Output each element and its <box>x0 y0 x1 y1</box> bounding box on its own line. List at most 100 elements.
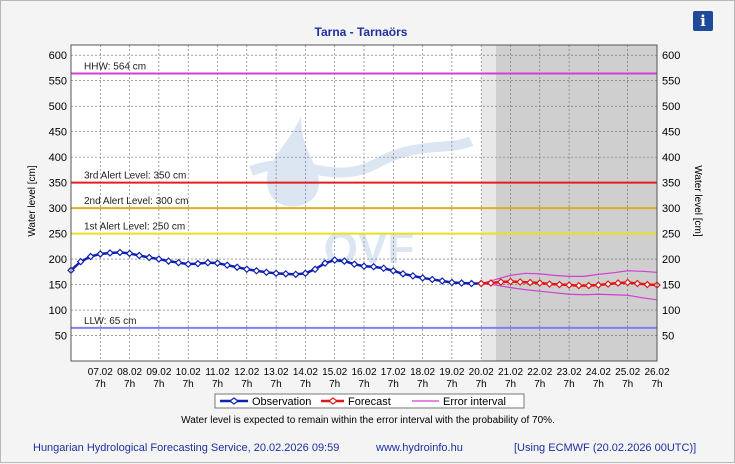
observation-point <box>145 253 154 262</box>
footer-service-text: Hungarian Hydrological Forecasting Servi… <box>33 442 340 454</box>
y-tick-label-left: 600 <box>49 50 67 62</box>
observation-point <box>233 263 241 272</box>
observation-point <box>135 251 144 260</box>
observation-point <box>389 266 398 275</box>
x-tick-label-hour: 7h <box>358 379 369 390</box>
forecast-point <box>516 278 525 286</box>
y-tick-label-left: 100 <box>49 305 67 317</box>
observation-point <box>281 269 290 278</box>
observation-point <box>272 269 280 278</box>
observation-point <box>418 274 427 282</box>
y-tick-label-right: 250 <box>662 229 680 241</box>
observation-point <box>203 258 212 267</box>
x-tick-label-hour: 7h <box>651 379 662 390</box>
y-tick-label-right: 150 <box>662 280 680 292</box>
forecast-point <box>604 280 612 288</box>
x-tick-label-hour: 7h <box>622 379 633 390</box>
forecast-point <box>584 281 593 290</box>
y-tick-label-right: 600 <box>662 50 680 62</box>
forecast-band <box>495 45 657 361</box>
observation-point <box>379 264 388 273</box>
x-tick-label-date: 26.02 <box>644 367 669 378</box>
x-tick-label-date: 17.02 <box>381 367 406 378</box>
x-tick-label-hour: 7h <box>95 379 106 390</box>
observation-point <box>457 279 466 287</box>
y-tick-label-left: 300 <box>49 203 67 215</box>
forecast-point <box>633 279 642 288</box>
x-tick-label-hour: 7h <box>271 379 282 390</box>
observation-point <box>184 260 193 269</box>
x-tick-label-date: 24.02 <box>586 367 611 378</box>
chart-title: Tarna - Tarnaörs <box>315 25 408 39</box>
legend-label-observation: Observation <box>252 396 311 408</box>
x-tick-label-hour: 7h <box>241 379 252 390</box>
observation-point <box>438 277 447 285</box>
observation-point <box>262 268 271 277</box>
x-tick-label-date: 22.02 <box>527 367 552 378</box>
x-tick-label-hour: 7h <box>446 379 457 390</box>
x-tick-label-hour: 7h <box>300 379 311 390</box>
forecast-point <box>594 281 603 289</box>
y-tick-label-right: 400 <box>662 152 680 164</box>
observation-point <box>194 259 202 268</box>
forecast-point <box>506 277 515 286</box>
observation-point <box>340 257 349 265</box>
observation-point <box>360 262 368 271</box>
observation-point <box>350 260 359 269</box>
x-tick-label-hour: 7h <box>183 379 194 390</box>
observation-point <box>311 265 319 274</box>
y-tick-label-left: 400 <box>49 152 67 164</box>
threshold-label: HHW: 564 cm <box>84 62 146 73</box>
x-tick-label-hour: 7h <box>388 379 399 390</box>
info-icon[interactable]: i <box>693 11 713 31</box>
observation-point <box>399 269 407 278</box>
x-tick-label-hour: 7h <box>153 379 164 390</box>
y-tick-label-right: 450 <box>662 127 680 139</box>
forecast-point <box>535 279 544 287</box>
threshold-label: 1st Alert Level: 250 cm <box>84 222 185 233</box>
watermark-wave <box>249 136 474 178</box>
x-tick-label-date: 23.02 <box>557 367 582 378</box>
legend: Observation Forecast Error interval <box>214 393 525 409</box>
observation-point <box>330 256 339 264</box>
x-tick-label-date: 19.02 <box>439 367 464 378</box>
x-tick-label-date: 12.02 <box>234 367 259 378</box>
x-tick-label-date: 18.02 <box>410 367 435 378</box>
observation-point <box>223 261 232 270</box>
x-tick-label-date: 11.02 <box>205 367 230 378</box>
threshold-label: 3rd Alert Level: 350 cm <box>84 171 186 182</box>
legend-error-interval: Error interval <box>412 396 506 408</box>
y-tick-label-left: 200 <box>49 254 67 266</box>
x-tick-label-hour: 7h <box>593 379 604 390</box>
x-tick-label-date: 13.02 <box>264 367 289 378</box>
y-tick-label-left: 450 <box>49 127 67 139</box>
footer-model-text: [Using ECMWF (20.02.2026 00UTC)] <box>514 442 697 454</box>
legend-forecast: Forecast <box>321 396 391 408</box>
observation-point <box>116 248 124 257</box>
observation-point <box>213 259 222 267</box>
y-tick-label-right: 300 <box>662 203 680 215</box>
plot-area: OVF 50 50 100 100 150 150 200 200 250 250 300 300 350… <box>49 44 680 390</box>
y-tick-label-left: 50 <box>55 331 67 343</box>
y-tick-label-right: 550 <box>662 76 680 88</box>
x-tick-label-date: 25.02 <box>615 367 640 378</box>
x-tick-label-hour: 7h <box>212 379 223 390</box>
observation-point <box>448 278 456 287</box>
observation-point <box>86 252 95 261</box>
y-tick-label-left: 150 <box>49 280 67 292</box>
x-tick-label-date: 10.02 <box>176 367 201 378</box>
footer-url[interactable]: www.hydroinfo.hu <box>376 442 463 454</box>
observation-point <box>409 272 417 280</box>
y-axis-label-right: Water level [cm] <box>692 165 703 237</box>
plot-border <box>70 44 658 362</box>
y-tick-label-left: 500 <box>49 101 67 113</box>
forecast-point <box>496 278 505 286</box>
x-tick-label-hour: 7h <box>329 379 340 390</box>
observation-point <box>467 279 476 288</box>
x-tick-label-hour: 7h <box>476 379 487 390</box>
forecast-point <box>614 279 622 287</box>
y-tick-label-left: 250 <box>49 229 67 241</box>
forecast-point <box>565 281 573 289</box>
